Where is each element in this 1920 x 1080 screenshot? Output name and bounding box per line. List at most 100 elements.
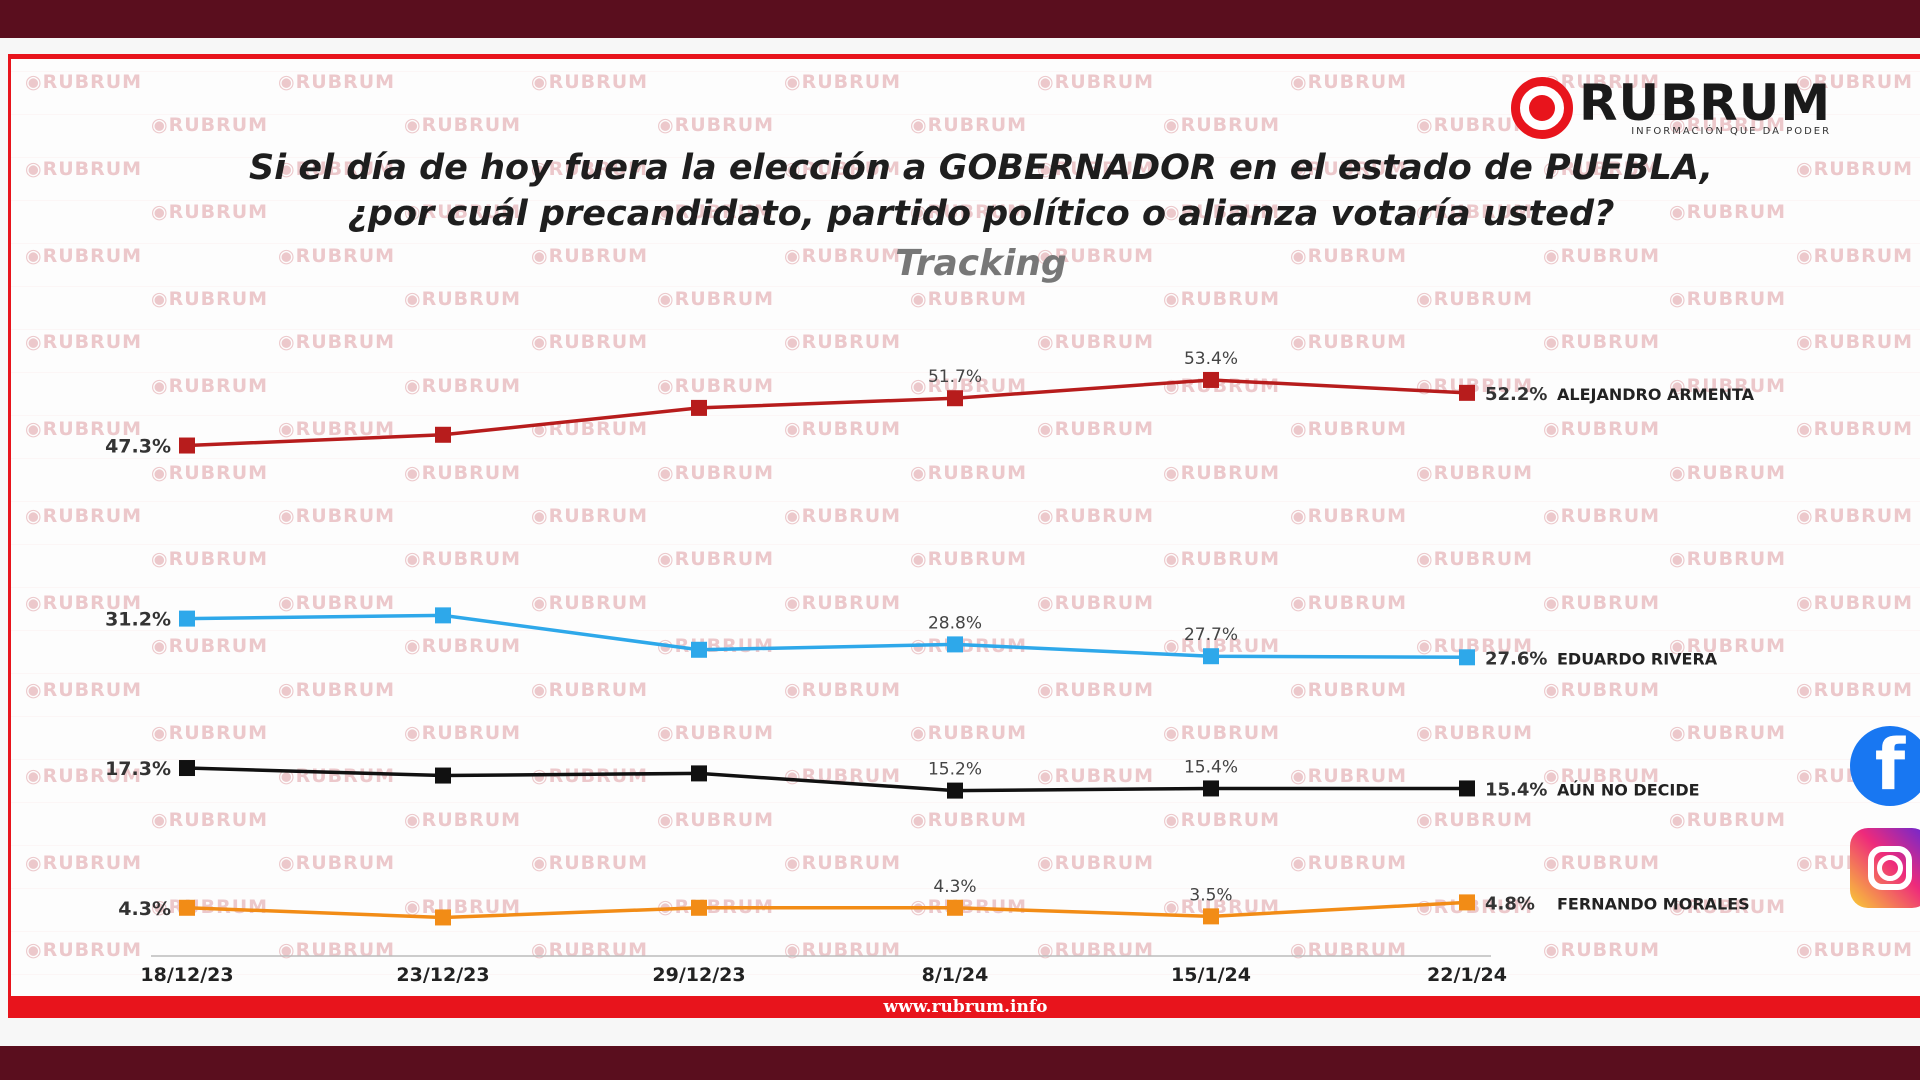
watermark-text: ◉RUBRUM	[278, 244, 396, 267]
data-label: 52.2%	[1485, 384, 1547, 405]
watermark-text: ◉RUBRUM	[1037, 71, 1155, 93]
watermark-text: ◉RUBRUM	[910, 201, 1028, 224]
watermark-text: ◉RUBRUM	[1543, 591, 1661, 614]
watermark-text: ◉RUBRUM	[784, 678, 902, 701]
watermark-text: ◉RUBRUM	[278, 505, 396, 527]
watermark-text: ◉RUBRUM	[1669, 114, 1787, 137]
data-point	[691, 899, 707, 916]
watermark-text: ◉RUBRUM	[404, 548, 522, 571]
watermark-layer: ◉RUBRUM ◉RUBRUM ◉RUBRUM ◉RUBRUM ◉RUBRUM ◉RUBR…	[11, 59, 1920, 1018]
data-point	[691, 399, 707, 416]
watermark-text: ◉RUBRUM	[1416, 635, 1534, 658]
watermark-text: ◉RUBRUM	[784, 852, 902, 875]
watermark-text: ◉RUBRUM	[25, 157, 143, 180]
watermark-text: ◉RUBRUM	[1543, 939, 1661, 961]
watermark-text: ◉RUBRUM	[1796, 418, 1914, 441]
watermark-text: ◉RUBRUM	[1669, 548, 1787, 571]
watermark-text: ◉RUBRUM	[1669, 635, 1787, 658]
series-name-label: ALEJANDRO ARMENTA	[1557, 385, 1755, 404]
x-tick-label: 23/12/23	[396, 964, 489, 986]
series-name-label: AÚN NO DECIDE	[1557, 780, 1700, 799]
watermark-text: ◉RUBRUM	[25, 331, 143, 354]
watermark-text: ◉RUBRUM	[657, 114, 775, 137]
data-label: 15.4%	[1184, 757, 1238, 777]
watermark-text: ◉RUBRUM	[531, 852, 649, 875]
data-label: 27.6%	[1485, 648, 1547, 669]
watermark-text: ◉RUBRUM	[1669, 201, 1787, 224]
watermark-text: ◉RUBRUM	[278, 331, 396, 354]
watermark-text: ◉RUBRUM	[278, 852, 396, 875]
footer-url[interactable]: www.rubrum.info	[883, 997, 1048, 1017]
watermark-text: ◉RUBRUM	[1416, 201, 1534, 224]
watermark-text: ◉RUBRUM	[1543, 765, 1661, 788]
watermark-text: ◉RUBRUM	[404, 635, 522, 658]
watermark-text: ◉RUBRUM	[1163, 722, 1281, 744]
watermark-text: ◉RUBRUM	[151, 114, 269, 137]
watermark-text: ◉RUBRUM	[25, 71, 143, 93]
watermark-text: ◉RUBRUM	[657, 635, 775, 658]
watermark-text: ◉RUBRUM	[1543, 418, 1661, 441]
watermark-text: ◉RUBRUM	[151, 548, 269, 571]
watermark-text: ◉RUBRUM	[1416, 808, 1534, 831]
watermark-text: ◉RUBRUM	[531, 244, 649, 267]
watermark-text: ◉RUBRUM	[25, 678, 143, 701]
watermark-text: ◉RUBRUM	[151, 461, 269, 484]
watermark-text: ◉RUBRUM	[151, 201, 269, 224]
watermark-text: ◉RUBRUM	[404, 201, 522, 224]
watermark-text: ◉RUBRUM	[151, 374, 269, 397]
watermark-text: ◉RUBRUM	[404, 461, 522, 484]
watermark-text: ◉RUBRUM	[784, 591, 902, 614]
data-label: 28.8%	[928, 613, 982, 633]
data-point	[691, 641, 707, 658]
watermark-text: ◉RUBRUM	[1037, 591, 1155, 614]
watermark-text: ◉RUBRUM	[1290, 852, 1408, 875]
data-point	[691, 765, 707, 782]
series-name-label: EDUARDO RIVERA	[1557, 649, 1718, 668]
watermark-text: ◉RUBRUM	[1416, 548, 1534, 571]
watermark-text: ◉RUBRUM	[531, 591, 649, 614]
watermark-text: ◉RUBRUM	[1669, 374, 1787, 397]
watermark-text: ◉RUBRUM	[151, 288, 269, 310]
watermark-text: ◉RUBRUM	[531, 765, 649, 788]
x-tick-label: 8/1/24	[922, 964, 989, 986]
data-point	[1459, 384, 1475, 401]
data-point	[1203, 908, 1219, 925]
data-point	[435, 767, 451, 784]
facebook-glyph: f	[1874, 726, 1906, 806]
watermark-text: ◉RUBRUM	[1290, 591, 1408, 614]
watermark-text: ◉RUBRUM	[1037, 505, 1155, 527]
watermark-text: ◉RUBRUM	[1669, 461, 1787, 484]
watermark-text: ◉RUBRUM	[531, 331, 649, 354]
rubrum-logo-icon	[1511, 77, 1573, 139]
series-line	[186, 613, 1468, 660]
watermark-text: ◉RUBRUM	[1290, 678, 1408, 701]
x-tick-label: 22/1/24	[1427, 964, 1507, 986]
data-point	[179, 437, 195, 454]
watermark-text: ◉RUBRUM	[1290, 505, 1408, 527]
watermark-text: ◉RUBRUM	[25, 505, 143, 527]
watermark-text: ◉RUBRUM	[657, 201, 775, 224]
watermark-text: ◉RUBRUM	[1796, 505, 1914, 527]
watermark-text: ◉RUBRUM	[1543, 244, 1661, 267]
watermark-text: ◉RUBRUM	[784, 418, 902, 441]
watermark-text: ◉RUBRUM	[531, 157, 649, 180]
watermark-text: ◉RUBRUM	[1669, 288, 1787, 310]
watermark-text: ◉RUBRUM	[910, 808, 1028, 831]
watermark-text: ◉RUBRUM	[784, 505, 902, 527]
watermark-text: ◉RUBRUM	[151, 722, 269, 744]
data-point	[435, 607, 451, 624]
watermark-text: ◉RUBRUM	[910, 374, 1028, 397]
data-label: 47.3%	[105, 436, 171, 458]
instagram-icon[interactable]	[1850, 828, 1920, 908]
watermark-text: ◉RUBRUM	[1163, 201, 1281, 224]
watermark-text: ◉RUBRUM	[784, 157, 902, 180]
data-point	[179, 899, 195, 916]
watermark-text: ◉RUBRUM	[1163, 548, 1281, 571]
watermark-text: ◉RUBRUM	[1290, 71, 1408, 93]
poster: ◉RUBRUM ◉RUBRUM ◉RUBRUM ◉RUBRUM ◉RUBRUM ◉RUBR…	[0, 38, 1920, 1046]
watermark-text: ◉RUBRUM	[910, 114, 1028, 137]
watermark-text: ◉RUBRUM	[531, 678, 649, 701]
logo-name: RUBRUM	[1579, 73, 1832, 132]
watermark-text: ◉RUBRUM	[1037, 331, 1155, 354]
facebook-icon[interactable]: f	[1850, 726, 1920, 806]
